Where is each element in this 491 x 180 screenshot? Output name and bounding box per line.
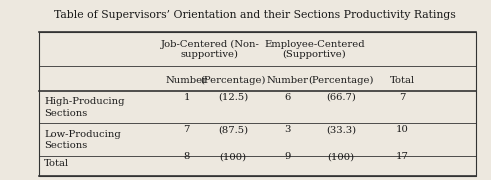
Text: Employee-Centered
(Supportive): Employee-Centered (Supportive) [264, 40, 364, 59]
Text: (66.7): (66.7) [327, 93, 356, 102]
Text: (100): (100) [327, 152, 355, 161]
Bar [39, 32, 476, 176]
Text: Number: Number [266, 76, 308, 85]
Text: (100): (100) [219, 152, 247, 161]
Text: Total: Total [390, 76, 415, 85]
Text: Job-Centered (Non-
supportive): Job-Centered (Non- supportive) [161, 40, 259, 59]
Text: Number: Number [165, 76, 208, 85]
Text: (Percentage): (Percentage) [308, 76, 374, 85]
Text: Total: Total [44, 159, 69, 168]
Text: 8: 8 [184, 152, 190, 161]
Text: (87.5): (87.5) [218, 125, 248, 134]
Text: 7: 7 [184, 125, 190, 134]
Text: (12.5): (12.5) [218, 93, 248, 102]
Text: 3: 3 [284, 125, 290, 134]
Text: 7: 7 [400, 93, 406, 102]
Text: 10: 10 [396, 125, 409, 134]
Text: Table of Supervisors’ Orientation and their Sections Productivity Ratings: Table of Supervisors’ Orientation and th… [55, 10, 456, 20]
Text: Low-Producing
Sections: Low-Producing Sections [44, 130, 121, 150]
Text: 9: 9 [284, 152, 290, 161]
Text: (Percentage): (Percentage) [200, 76, 266, 85]
Text: (33.3): (33.3) [326, 125, 356, 134]
Text: 6: 6 [284, 93, 290, 102]
Text: 1: 1 [183, 93, 190, 102]
Text: High-Producing
Sections: High-Producing Sections [44, 97, 125, 118]
Text: 17: 17 [396, 152, 409, 161]
